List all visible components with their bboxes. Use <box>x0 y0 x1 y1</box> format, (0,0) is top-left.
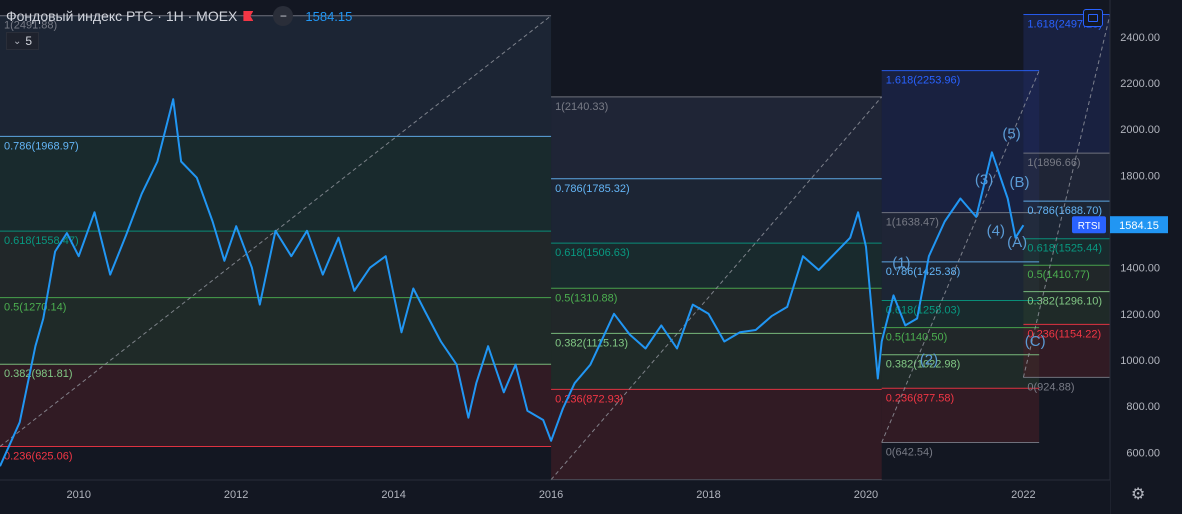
price-tag-value: 1584.15 <box>1119 220 1159 232</box>
price-tag-symbol: RTSI <box>1078 221 1101 232</box>
time-axis-bg <box>0 480 1110 514</box>
price-tick-label: 1400.00 <box>1120 263 1160 275</box>
fib-zone <box>1023 291 1110 325</box>
gear-icon[interactable]: ⚙ <box>1131 486 1146 503</box>
fib-zone <box>551 96 882 179</box>
fib-level-label: 0.236(625.06) <box>4 451 73 463</box>
wave-label: (C) <box>1025 333 1046 350</box>
fib-zone <box>551 333 882 390</box>
fib-zone <box>0 15 552 137</box>
fib-level-label: 0.382(1296.10) <box>1027 296 1102 308</box>
time-tick-label: 2012 <box>224 489 248 501</box>
fib-zone <box>1023 14 1110 154</box>
indicator-count: 5 <box>25 34 33 48</box>
wave-labels: (1) (2) (3) (4) (5) (A) (B) (C) <box>892 125 1045 368</box>
fib-zone <box>1023 153 1110 202</box>
fib-level-label: 0.236(1154.22) <box>1027 328 1101 340</box>
time-tick-label: 2018 <box>696 489 720 501</box>
fib-zone <box>881 388 1040 443</box>
price-tick-label: 2400.00 <box>1120 32 1160 44</box>
fib-level-label: 0.382(981.81) <box>4 368 73 380</box>
fib-zone <box>1023 324 1110 378</box>
time-tick-label: 2010 <box>66 489 90 501</box>
fib-level-label: 0.5(1140.50) <box>886 332 948 344</box>
price-series-line <box>0 98 1025 467</box>
price-axis-bg <box>1110 0 1182 514</box>
fib-zone <box>551 389 882 480</box>
indicators-toggle[interactable]: ⌄ 5 <box>6 32 40 50</box>
price-tick-label: 1800.00 <box>1120 170 1160 182</box>
eye-hide-icon[interactable]: − <box>273 6 294 26</box>
fib-trend-line <box>1022 14 1111 378</box>
fib-zone <box>1023 238 1110 266</box>
fib-level-label: 0.618(1558.47) <box>4 235 79 247</box>
price-tick-label: 2000.00 <box>1120 124 1160 136</box>
fib-level-label: 1(2140.33) <box>555 101 608 113</box>
fib-zone <box>881 354 1040 389</box>
fib-level-label: 0.5(1410.77) <box>1027 269 1089 281</box>
price-tag-symbol-bg <box>1072 216 1106 234</box>
chevron-down-icon: ⌄ <box>13 35 22 47</box>
time-tick-label: 2022 <box>1011 489 1035 501</box>
price-tag-value-bg <box>1110 216 1168 234</box>
fib-level-label: 0.618(1258.03) <box>886 304 961 316</box>
fib-level-label: 0.786(1688.70) <box>1027 205 1102 217</box>
fib-level-label: 0.382(1022.98) <box>886 359 961 371</box>
fib-zone <box>551 243 882 289</box>
wave-label: (3) <box>975 172 993 189</box>
price-axis: 600.00800.001000.001200.001400.001600.00… <box>1109 0 1182 514</box>
fib-trend-line <box>0 15 552 447</box>
fib-zone <box>881 327 1040 355</box>
wave-label: (5) <box>1002 125 1020 142</box>
chart-legend: Фондовый индекс РТС · 1Н · MOEX − 1584.1… <box>6 6 352 26</box>
time-tick-label: 2014 <box>381 489 405 501</box>
fib-zone <box>0 297 552 365</box>
fib-zone <box>881 261 1040 301</box>
time-axis: 2010 2012 2014 2016 2018 2020 2022 <box>0 479 1110 514</box>
wave-label: (2) <box>920 352 938 369</box>
fib-level-label: 0.5(1310.88) <box>555 292 617 304</box>
wave-label: (1) <box>892 255 910 272</box>
last-price: 1584.15 <box>305 8 353 24</box>
fib-zone <box>1023 265 1110 292</box>
flag-icon[interactable] <box>243 11 254 21</box>
fib-level-label: 0.786(1968.97) <box>4 140 79 152</box>
fib-level-label: 1(1638.47) <box>886 217 939 229</box>
price-tick-label: 2200.00 <box>1120 78 1160 90</box>
price-tick-label: 1000.00 <box>1120 355 1160 367</box>
auto-scale-icon[interactable] <box>1083 9 1103 27</box>
fib-zone <box>551 178 882 244</box>
fib-level-label: 0.786(1425.38) <box>886 266 961 278</box>
fib-level-label: 1(1896.66) <box>1027 157 1080 169</box>
wave-label: (A) <box>1007 234 1027 251</box>
time-tick-label: 2016 <box>539 489 563 501</box>
fib-trend-line <box>881 70 1040 443</box>
wave-label: (4) <box>987 222 1005 239</box>
wave-label: (B) <box>1009 174 1029 191</box>
fib-level-label: 0.382(1115.13) <box>555 337 628 349</box>
fib-level-label: 0.786(1785.32) <box>555 183 630 195</box>
fib-level-label: 0(924.88) <box>1027 381 1074 393</box>
price-tick-label: 1200.00 <box>1120 309 1160 321</box>
fib-zone <box>0 136 552 232</box>
fib-zone <box>0 231 552 298</box>
price-tag: RTSI 1584.15 <box>1072 216 1168 234</box>
fib-level-label: 1.618(2253.96) <box>886 75 961 87</box>
symbol-title[interactable]: Фондовый индекс РТС · 1Н · MOEX <box>6 8 238 24</box>
fib-level-label: 0(642.54) <box>886 446 933 458</box>
fib-level-label: 0.236(877.58) <box>886 392 955 404</box>
fib-zone <box>0 364 552 447</box>
fib-level-label: 0.618(1525.44) <box>1027 243 1102 255</box>
time-tick-label: 2020 <box>854 489 878 501</box>
price-tick-label: 600.00 <box>1126 447 1160 459</box>
fib-level-label: 1(2491.88) <box>4 20 57 32</box>
fib-level-label: 0.5(1270.14) <box>4 302 66 314</box>
price-tick-label: 800.00 <box>1126 401 1160 413</box>
fib-zone <box>881 70 1040 213</box>
fib-trend-line <box>550 96 883 480</box>
fib-level-label: 0.236(872.93) <box>555 393 624 405</box>
price-line <box>0 98 1025 467</box>
fib-level-label: 0.618(1506.63) <box>555 247 630 259</box>
